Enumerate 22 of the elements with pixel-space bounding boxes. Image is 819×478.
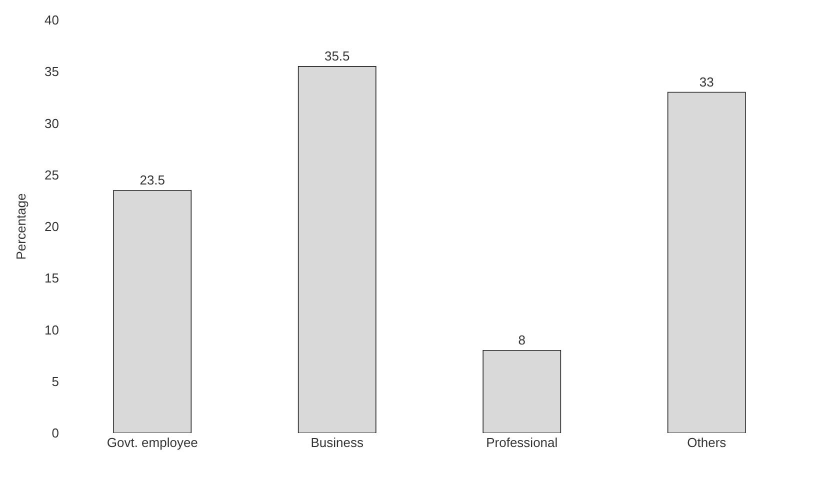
y-tick-label: 10 bbox=[44, 322, 59, 338]
data-label: 33 bbox=[699, 74, 714, 90]
y-tick-label: 5 bbox=[52, 374, 59, 389]
data-label: 35.5 bbox=[324, 48, 350, 64]
y-tick-label: 35 bbox=[44, 64, 59, 80]
bar bbox=[298, 66, 376, 433]
x-tick-label: Business bbox=[310, 435, 364, 450]
bar bbox=[482, 350, 562, 433]
bar bbox=[113, 190, 192, 433]
y-axis-title: Percentage bbox=[13, 193, 28, 260]
y-tick-label: 30 bbox=[44, 116, 59, 131]
x-tick-label: Govt. employee bbox=[106, 435, 198, 450]
y-tick-label: 25 bbox=[44, 167, 59, 182]
x-tick-label: Others bbox=[687, 435, 727, 450]
bar bbox=[667, 92, 746, 433]
data-label: 8 bbox=[518, 332, 526, 348]
y-tick-label: 15 bbox=[44, 270, 59, 286]
data-label: 23.5 bbox=[140, 172, 166, 188]
y-tick-label: 40 bbox=[44, 12, 59, 28]
y-tick-label: 20 bbox=[44, 219, 59, 234]
y-tick-label: 0 bbox=[52, 426, 59, 441]
x-tick-label: Professional bbox=[486, 435, 558, 450]
